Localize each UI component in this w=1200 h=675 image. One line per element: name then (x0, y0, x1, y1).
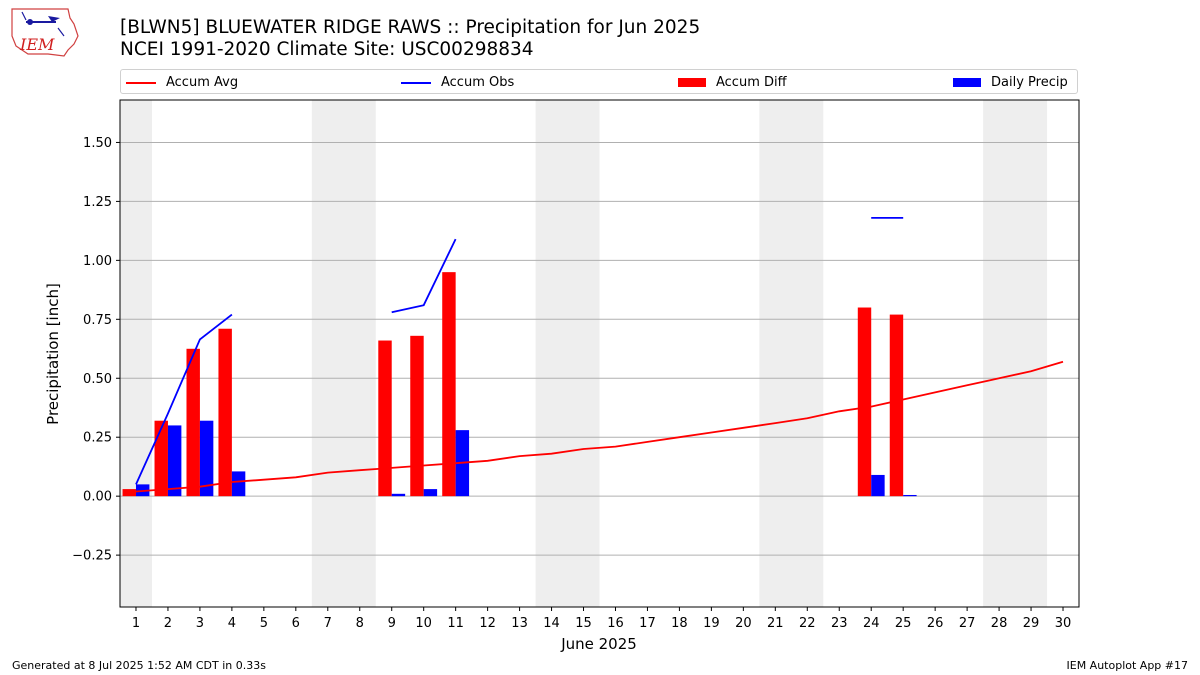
y-tick-label: 1.00 (83, 254, 112, 269)
iem-logo: IEM (8, 6, 80, 62)
y-tick-label: −0.25 (72, 549, 112, 564)
weekend-band (759, 100, 824, 607)
daily-precip-bar (903, 494, 917, 497)
legend-swatch-daily-precip (953, 78, 981, 87)
x-tick-label: 2 (164, 616, 172, 631)
x-tick-label: 4 (228, 616, 236, 631)
daily-precip-bar (423, 489, 438, 497)
legend-item-accum-diff: Accum Diff (678, 70, 787, 95)
x-tick-label: 27 (959, 616, 976, 631)
x-tick-label: 20 (735, 616, 752, 631)
y-tick-label: 1.25 (83, 195, 112, 210)
daily-precip-bar (391, 493, 406, 497)
x-tick-label: 1 (132, 616, 140, 631)
x-axis-label: June 2025 (560, 635, 637, 653)
x-tick-label: 10 (415, 616, 432, 631)
y-axis-label: Precipitation [inch] (44, 283, 62, 425)
y-tick-label: 0.75 (83, 313, 112, 328)
accum-obs-line (135, 313, 233, 485)
x-tick-label: 9 (388, 616, 396, 631)
x-tick-label: 21 (767, 616, 784, 631)
x-tick-label: 6 (292, 616, 300, 631)
x-tick-label: 30 (1055, 616, 1072, 631)
legend-swatch-accum-obs (401, 81, 431, 84)
x-tick-label: 17 (639, 616, 656, 631)
footer-generated: Generated at 8 Jul 2025 1:52 AM CDT in 0… (12, 659, 266, 672)
legend-label-daily-precip: Daily Precip (991, 75, 1068, 90)
y-tick-label: 0.50 (83, 372, 112, 387)
legend-item-accum-avg: Accum Avg (126, 70, 238, 95)
accum-avg-line (135, 360, 1064, 493)
daily-precip-bar (231, 471, 246, 497)
x-tick-label: 26 (927, 616, 944, 631)
y-tick-label: 0.00 (83, 490, 112, 505)
chart-title-line2: NCEI 1991-2020 Climate Site: USC00298834 (120, 39, 534, 60)
x-tick-label: 25 (895, 616, 912, 631)
weekend-band (311, 100, 376, 607)
accum-diff-bar (378, 340, 392, 497)
accum-diff-bar (154, 420, 168, 497)
accum-diff-bar (857, 307, 872, 497)
x-tick-label: 14 (543, 616, 560, 631)
x-tick-label: 3 (196, 616, 204, 631)
y-tick-label: 0.25 (83, 431, 112, 446)
accum-diff-bar (410, 335, 424, 497)
legend-swatch-accum-avg (126, 81, 156, 84)
y-tick-label: 1.50 (83, 136, 112, 151)
x-tick-label: 15 (575, 616, 592, 631)
accum-diff-bar (122, 489, 136, 497)
logo-text: IEM (19, 35, 55, 54)
legend-label-accum-avg: Accum Avg (166, 75, 239, 90)
legend-swatch-accum-diff (678, 78, 706, 87)
x-tick-label: 13 (511, 616, 528, 631)
weekend-band (983, 100, 1048, 607)
x-tick-label: 5 (260, 616, 268, 631)
lines-group (135, 216, 1064, 493)
x-tick-label: 16 (607, 616, 624, 631)
x-tick-label: 24 (863, 616, 880, 631)
daily-precip-bar (167, 425, 182, 497)
weekend-band (120, 100, 152, 607)
legend-item-daily-precip: Daily Precip (953, 70, 1068, 95)
accum-diff-bar (442, 272, 456, 497)
legend-item-accum-obs: Accum Obs (401, 70, 514, 95)
weekend-band (535, 100, 600, 607)
x-tick-label: 8 (356, 616, 364, 631)
x-tick-label: 19 (703, 616, 720, 631)
accum-diff-bar (218, 328, 232, 497)
x-tick-label: 23 (831, 616, 848, 631)
daily-precip-bar (871, 474, 885, 497)
footer-app: IEM Autoplot App #17 (1066, 659, 1189, 672)
legend-label-accum-diff: Accum Diff (716, 75, 787, 90)
weekend-shading-group (120, 100, 1048, 607)
accum-obs-line (391, 238, 457, 314)
x-tick-label: 29 (1023, 616, 1040, 631)
chart-legend: Accum Avg Accum Obs Accum Diff Daily Pre… (120, 69, 1078, 94)
x-axis-ticks: 1 2 3 4 5 6 7 8 9 10 11 12 13 14 15 16 17 18 19 20 21 22 23 24 2… (132, 607, 1071, 631)
accum-diff-bar (186, 348, 200, 497)
x-tick-label: 28 (991, 616, 1008, 631)
grid-group (120, 141, 1079, 556)
legend-label-accum-obs: Accum Obs (441, 75, 515, 90)
chart-title-line1: [BLWN5] BLUEWATER RIDGE RAWS :: Precipit… (120, 17, 701, 38)
x-tick-label: 18 (671, 616, 688, 631)
chart-title: [BLWN5] BLUEWATER RIDGE RAWS :: Precipit… (120, 17, 700, 61)
plot-frame (119, 99, 1080, 608)
daily-precip-bar (199, 420, 214, 497)
x-tick-label: 22 (799, 616, 816, 631)
y-axis-ticks: −0.25 0.00 0.25 0.50 0.75 1.00 1.25 1.50 (72, 136, 120, 564)
x-tick-label: 12 (479, 616, 496, 631)
accum-diff-bar (889, 314, 904, 497)
x-tick-label: 7 (324, 616, 332, 631)
x-tick-label: 11 (447, 616, 464, 631)
